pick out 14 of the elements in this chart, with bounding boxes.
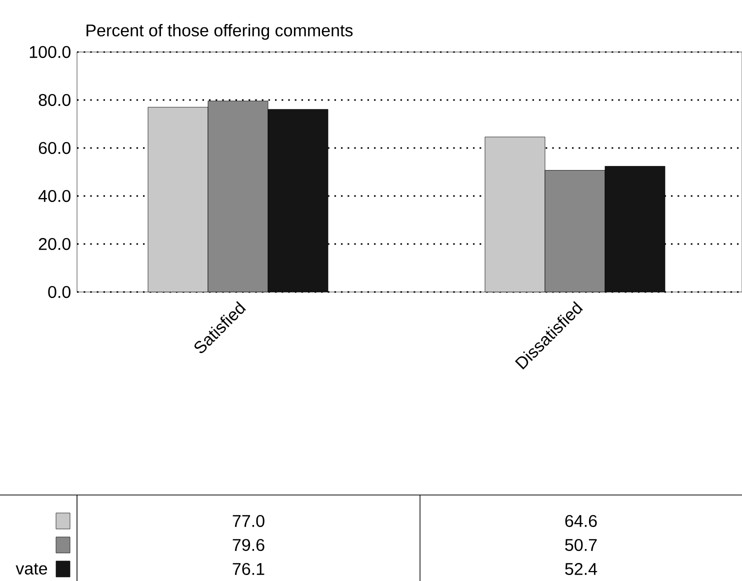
data-label: 52.4 — [565, 562, 598, 576]
chart-title: Percent of those offering comments — [86, 24, 353, 40]
y-tick-label: 0.0 — [48, 286, 70, 298]
data-label: 79.6 — [232, 538, 264, 552]
data-label: 77.0 — [232, 514, 264, 528]
y-tick-label: 100.0 — [30, 46, 70, 58]
data-label: 50.7 — [565, 538, 597, 552]
y-tick-label: 60.0 — [38, 142, 70, 154]
data-label: 64.6 — [565, 514, 597, 528]
data-label: 76.1 — [232, 562, 264, 576]
y-tick-label: 40.0 — [38, 190, 70, 202]
y-tick-label: 20.0 — [38, 238, 70, 250]
legend-label: vate — [16, 563, 48, 575]
y-tick-label: 80.0 — [38, 94, 70, 106]
